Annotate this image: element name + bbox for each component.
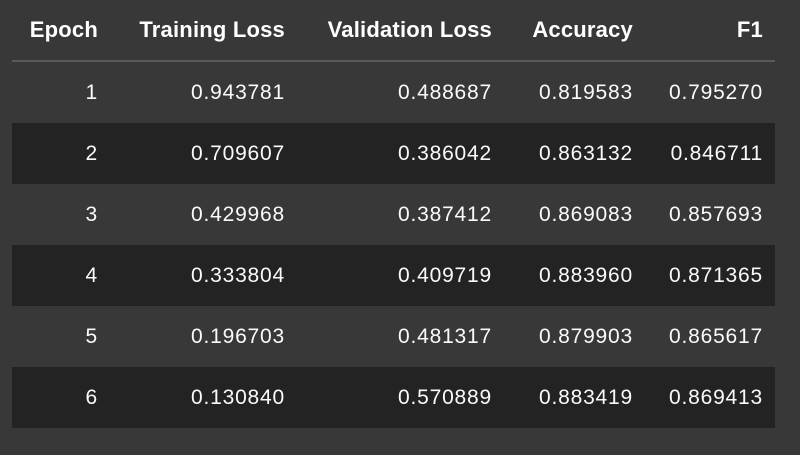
column-header-accuracy: Accuracy [492, 0, 633, 62]
table-row: 6 0.130840 0.570889 0.883419 0.869413 [12, 367, 775, 428]
cell-training-loss: 0.943781 [191, 80, 285, 104]
cell-f1: 0.869413 [669, 385, 763, 409]
cell-epoch: 1 [85, 80, 98, 104]
cell-f1: 0.857693 [669, 202, 763, 226]
cell-training-loss: 0.429968 [191, 202, 285, 226]
table-row: 3 0.429968 0.387412 0.869083 0.857693 [12, 184, 775, 245]
cell-training-loss: 0.196703 [191, 324, 285, 348]
cell-training-loss: 0.709607 [191, 141, 285, 165]
cell-accuracy: 0.819583 [539, 80, 633, 104]
cell-validation-loss: 0.570889 [398, 385, 492, 409]
column-header-epoch: Epoch [12, 0, 98, 62]
table-row: 2 0.709607 0.386042 0.863132 0.846711 [12, 123, 775, 184]
column-header-training-loss: Training Loss [98, 0, 285, 62]
cell-validation-loss: 0.387412 [398, 202, 492, 226]
cell-epoch: 5 [85, 324, 98, 348]
cell-accuracy: 0.879903 [539, 324, 633, 348]
cell-accuracy: 0.883960 [539, 263, 633, 287]
header-row: Epoch Training Loss Validation Loss Accu… [12, 0, 775, 62]
cell-accuracy: 0.883419 [539, 385, 633, 409]
cell-accuracy: 0.863132 [539, 141, 633, 165]
column-header-validation-loss: Validation Loss [285, 0, 492, 62]
cell-validation-loss: 0.481317 [398, 324, 492, 348]
table-row: 5 0.196703 0.481317 0.879903 0.865617 [12, 306, 775, 367]
cell-accuracy: 0.869083 [539, 202, 633, 226]
table-body: 1 0.943781 0.488687 0.819583 0.795270 2 0.7096… [12, 61, 775, 428]
cell-epoch: 3 [85, 202, 98, 226]
cell-f1: 0.865617 [669, 324, 763, 348]
cell-epoch: 6 [85, 385, 98, 409]
cell-f1: 0.846711 [670, 141, 763, 165]
cell-epoch: 4 [85, 263, 98, 287]
cell-training-loss: 0.333804 [191, 263, 285, 287]
cell-validation-loss: 0.386042 [398, 141, 492, 165]
table-header: Epoch Training Loss Validation Loss Accu… [12, 0, 775, 62]
cell-training-loss: 0.130840 [191, 385, 285, 409]
cell-f1: 0.795270 [669, 80, 763, 104]
table-row: 1 0.943781 0.488687 0.819583 0.795270 [12, 61, 775, 123]
table-row: 4 0.333804 0.409719 0.883960 0.871365 [12, 245, 775, 306]
cell-validation-loss: 0.409719 [398, 263, 492, 287]
cell-epoch: 2 [85, 141, 98, 165]
metrics-table: Epoch Training Loss Validation Loss Accu… [12, 0, 775, 428]
cell-f1: 0.871365 [669, 263, 763, 287]
cell-validation-loss: 0.488687 [398, 80, 492, 104]
column-header-f1: F1 [633, 0, 775, 62]
training-metrics-table: Epoch Training Loss Validation Loss Accu… [12, 0, 775, 428]
